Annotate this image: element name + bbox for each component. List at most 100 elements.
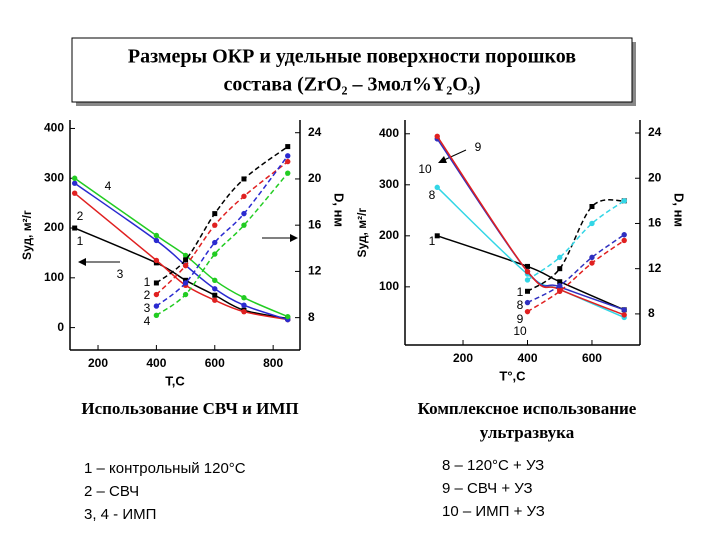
x-axis-label: T°,C [499, 368, 526, 383]
marker [212, 286, 218, 292]
series-line [527, 200, 625, 281]
legend-entry: 2 – СВЧ [84, 483, 139, 500]
series-line [436, 186, 625, 319]
y-tick-label: 400 [44, 121, 64, 135]
y2-tick-label: 16 [648, 216, 662, 230]
y-axis-label: Sуд, м²/г [355, 208, 369, 258]
arrow-head [78, 258, 86, 266]
curve-label: 2 [144, 288, 151, 302]
marker [524, 277, 531, 283]
y-tick-label: 100 [379, 279, 399, 293]
marker [182, 262, 189, 269]
x-tick-label: 600 [205, 356, 225, 370]
marker [557, 288, 563, 294]
y2-tick-label: 8 [308, 310, 315, 324]
marker [524, 299, 531, 306]
curve-label: 4 [144, 314, 151, 328]
y2-axis-label: D, нм [672, 193, 687, 227]
series-line [436, 235, 625, 311]
marker [434, 233, 440, 239]
legend-entry: 1 – контрольный 120°С [84, 460, 246, 477]
y-tick-label: 100 [44, 270, 64, 284]
marker [434, 184, 440, 191]
arrow-head [290, 234, 298, 242]
marker [212, 277, 218, 284]
series-line [155, 172, 289, 316]
marker [434, 133, 440, 140]
marker [241, 308, 247, 315]
series-line [74, 227, 288, 320]
series-line [155, 155, 289, 307]
slide-title: состава (ZrO₂ – 3мол%Y₂O₃) [223, 74, 480, 96]
caption: Комплексное использование [418, 399, 637, 418]
marker [285, 170, 291, 176]
x-tick-label: 200 [453, 351, 473, 365]
marker [524, 288, 530, 294]
curve-label: 9 [475, 140, 482, 154]
marker [621, 198, 627, 204]
x-axis-label: T,C [165, 373, 185, 388]
caption: Использование СВЧ и ИМП [81, 399, 298, 418]
marker [241, 302, 247, 308]
marker [285, 158, 291, 165]
legend-entry: 10 – ИМП + УЗ [442, 503, 545, 520]
marker [621, 237, 627, 244]
marker [212, 297, 218, 303]
slide-title: Размеры ОКР и удельные поверхности порош… [128, 46, 576, 68]
y2-tick-label: 20 [308, 171, 322, 185]
marker [589, 203, 595, 209]
marker [285, 153, 291, 159]
marker [621, 312, 627, 318]
x-tick-label: 600 [582, 351, 602, 365]
curve-label: 1 [517, 285, 524, 299]
marker [212, 211, 218, 217]
curve-label: 4 [105, 179, 112, 193]
y2-tick-label: 20 [648, 170, 662, 184]
marker [182, 280, 189, 286]
marker [241, 193, 247, 199]
y-tick-label: 200 [44, 220, 64, 234]
x-tick-label: 400 [517, 351, 537, 365]
marker [524, 263, 530, 269]
marker [212, 222, 218, 228]
marker [241, 222, 247, 228]
marker [589, 220, 595, 227]
marker [589, 260, 595, 266]
marker [241, 295, 247, 301]
marker [589, 254, 595, 261]
curve-label: 9 [517, 312, 524, 326]
curve-label: 1 [77, 234, 84, 248]
marker [182, 291, 189, 298]
curve-label: 3 [144, 301, 151, 315]
marker [71, 180, 78, 186]
y2-tick-label: 12 [308, 264, 322, 278]
marker [557, 266, 563, 272]
marker [183, 257, 189, 263]
y-tick-label: 300 [379, 177, 399, 191]
curve-label: 8 [429, 188, 436, 202]
curve-label: 10 [513, 324, 527, 338]
y2-tick-label: 12 [648, 261, 662, 275]
series-line [436, 135, 625, 316]
x-tick-label: 800 [263, 356, 283, 370]
curve-label: 1 [144, 275, 151, 289]
marker [182, 252, 189, 259]
marker [557, 282, 563, 289]
series-line [527, 234, 625, 304]
y2-tick-label: 16 [308, 217, 322, 231]
marker [212, 251, 218, 257]
series-line [527, 239, 625, 313]
marker [212, 292, 218, 298]
y2-axis-label: D, нм [332, 193, 347, 227]
marker [524, 308, 531, 315]
curve-label: 8 [517, 298, 524, 312]
y2-tick-label: 8 [648, 306, 655, 320]
marker [557, 279, 563, 285]
marker [153, 232, 160, 239]
marker [621, 307, 627, 313]
curve-label: 3 [117, 267, 124, 281]
caption: ультразвука [480, 423, 575, 442]
curve-label: 2 [77, 209, 84, 223]
marker [72, 225, 78, 231]
arrow-head [438, 156, 447, 163]
